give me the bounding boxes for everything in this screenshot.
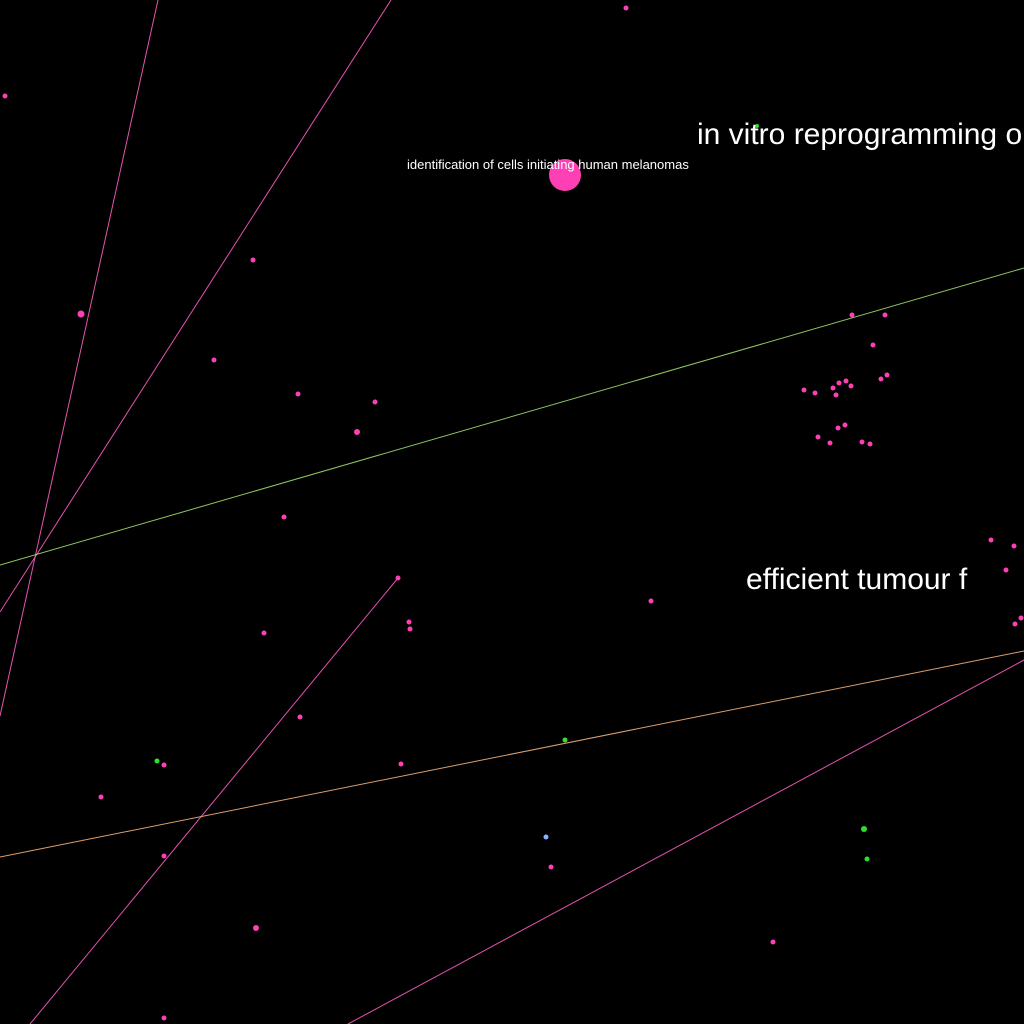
graph-node-2[interactable] (623, 5, 629, 11)
graph-node-33[interactable] (848, 383, 854, 389)
graph-node-40[interactable] (827, 440, 833, 446)
graph-node-29[interactable] (812, 390, 818, 396)
graph-node-17[interactable] (161, 762, 167, 768)
graph-node-51[interactable] (864, 856, 870, 862)
graph-node-21[interactable] (548, 864, 554, 870)
graph-node-53[interactable] (543, 834, 549, 840)
graph-node-46[interactable] (1018, 615, 1024, 621)
edge-green-1 (0, 267, 1024, 566)
graph-node-50[interactable] (861, 826, 867, 832)
graph-node-30[interactable] (830, 385, 836, 391)
graph-node-12[interactable] (261, 630, 267, 636)
graph-node-6[interactable] (211, 357, 217, 363)
node-label-tumour[interactable]: efficient tumour f (746, 563, 968, 596)
node-melanoma[interactable] (549, 159, 581, 191)
graph-node-15[interactable] (648, 598, 654, 604)
edge-pink-3 (29, 577, 399, 1024)
graph-node-45[interactable] (1003, 567, 1009, 573)
graph-node-19[interactable] (398, 761, 404, 767)
graph-node-7[interactable] (295, 391, 301, 397)
graph-node-34[interactable] (833, 392, 839, 398)
graph-node-42[interactable] (867, 441, 873, 447)
graph-node-44[interactable] (1011, 543, 1017, 549)
edge-pink-2 (0, 0, 392, 613)
edge-pink-4 (347, 659, 1024, 1024)
graph-node-47[interactable] (1012, 621, 1018, 627)
graph-node-13[interactable] (406, 619, 412, 625)
graph-node-41[interactable] (859, 439, 865, 445)
graph-node-14[interactable] (407, 626, 413, 632)
graph-node-37[interactable] (835, 425, 841, 431)
graph-node-20[interactable] (161, 853, 167, 859)
graph-node-24[interactable] (161, 1015, 167, 1021)
graph-node-49[interactable] (562, 737, 568, 743)
graph-node-28[interactable] (801, 387, 807, 393)
graph-nodes (2, 5, 1024, 1021)
graph-labels: identification of cells initiating human… (407, 118, 1022, 596)
graph-node-25[interactable] (849, 312, 855, 318)
graph-node-31[interactable] (836, 380, 842, 386)
graph-node-11[interactable] (395, 575, 401, 581)
graph-node-27[interactable] (870, 342, 876, 348)
graph-node-43[interactable] (988, 537, 994, 543)
graph-node-18[interactable] (98, 794, 104, 800)
graph-node-26[interactable] (882, 312, 888, 318)
graph-node-39[interactable] (815, 434, 821, 440)
graph-node-16[interactable] (297, 714, 303, 720)
graph-node-23[interactable] (770, 939, 776, 945)
graph-node-9[interactable] (354, 429, 360, 435)
graph-node-3[interactable] (2, 93, 8, 99)
node-label-melanoma[interactable]: identification of cells initiating human… (407, 157, 689, 172)
graph-node-8[interactable] (372, 399, 378, 405)
graph-node-36[interactable] (878, 376, 884, 382)
graph-node-4[interactable] (250, 257, 256, 263)
graph-node-35[interactable] (884, 372, 890, 378)
graph-node-48[interactable] (154, 758, 160, 764)
node-label-reprogramming[interactable]: in vitro reprogramming o (697, 118, 1022, 151)
graph-node-38[interactable] (842, 422, 848, 428)
graph-node-22[interactable] (253, 925, 259, 931)
graph-node-52[interactable] (755, 124, 759, 128)
edge-pink-1 (0, 0, 159, 717)
graph-node-32[interactable] (843, 378, 849, 384)
graph-node-10[interactable] (281, 514, 287, 520)
graph-node-5[interactable] (77, 310, 85, 318)
edge-orange-1 (0, 650, 1024, 858)
